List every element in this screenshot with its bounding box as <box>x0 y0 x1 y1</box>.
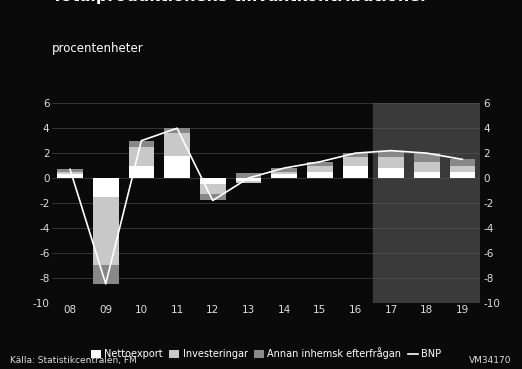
Bar <box>378 168 404 178</box>
Bar <box>342 157 368 166</box>
Bar <box>373 103 480 303</box>
Text: VM34170: VM34170 <box>469 356 512 365</box>
Bar <box>235 178 261 180</box>
Text: Totalproduktionens tillväxtkontributioner: Totalproduktionens tillväxtkontributione… <box>52 0 429 4</box>
Bar <box>271 168 297 172</box>
Legend: Nettoexport, Investeringar, Annan inhemsk efterfrågan, BNP: Nettoexport, Investeringar, Annan inhems… <box>91 347 442 359</box>
Bar <box>93 178 118 197</box>
Bar <box>449 172 475 178</box>
Bar <box>164 133 190 156</box>
Bar <box>200 178 226 184</box>
Bar <box>164 128 190 133</box>
Bar <box>378 157 404 168</box>
Bar <box>307 162 333 166</box>
Bar <box>414 153 440 162</box>
Bar <box>200 194 226 200</box>
Bar <box>342 166 368 178</box>
Bar <box>128 166 154 178</box>
Bar <box>307 166 333 172</box>
Bar <box>235 180 261 183</box>
Bar <box>342 153 368 157</box>
Bar <box>414 162 440 172</box>
Bar <box>57 172 83 174</box>
Bar <box>235 173 261 178</box>
Text: procentenheter: procentenheter <box>52 42 144 55</box>
Bar <box>164 156 190 178</box>
Bar <box>57 169 83 172</box>
Bar <box>449 166 475 172</box>
Bar <box>200 184 226 194</box>
Bar <box>271 174 297 178</box>
Bar <box>449 159 475 166</box>
Bar <box>414 172 440 178</box>
Bar <box>57 174 83 178</box>
Bar <box>93 265 118 284</box>
Bar <box>307 172 333 178</box>
Text: Källa: Statistikcentralen, FM: Källa: Statistikcentralen, FM <box>10 356 137 365</box>
Bar <box>378 151 404 157</box>
Bar <box>271 172 297 174</box>
Bar <box>93 197 118 265</box>
Bar <box>128 147 154 166</box>
Bar <box>128 141 154 147</box>
